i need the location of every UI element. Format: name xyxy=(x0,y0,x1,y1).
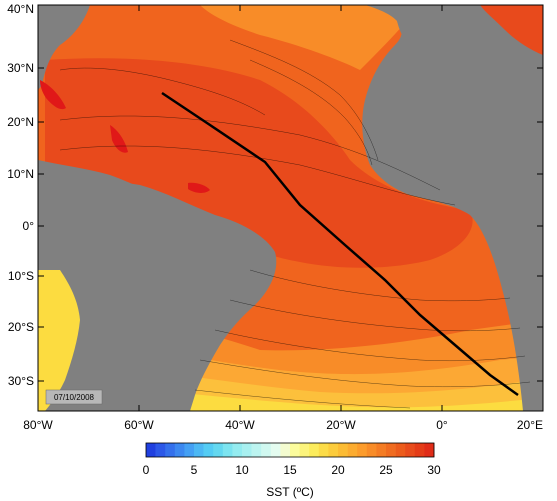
colorbar-swatch xyxy=(290,443,300,457)
lon-tick-label: 20°E xyxy=(517,418,543,432)
date-badge xyxy=(45,389,103,405)
colorbar-swatch xyxy=(194,443,204,457)
colorbar-label: 20 xyxy=(331,463,345,477)
lon-tick-label: 80°W xyxy=(23,418,53,432)
colorbar-swatch xyxy=(222,443,233,457)
colorbar-frame xyxy=(145,442,435,458)
colorbar-label: 10 xyxy=(235,463,249,477)
ocean-band-north-24 xyxy=(200,5,420,70)
ocean-mediterranean xyxy=(480,5,543,55)
colorbar-swatch xyxy=(338,443,348,457)
colorbar-swatch xyxy=(376,443,387,457)
lat-tick-label: 20°S xyxy=(8,320,34,334)
lat-tick-label: 40°N xyxy=(7,2,34,16)
colorbar-swatch xyxy=(184,443,195,457)
sst-colorbar xyxy=(146,443,435,457)
colorbar-swatch xyxy=(318,443,329,457)
hot-spot-guiana xyxy=(188,182,210,193)
land-africa xyxy=(362,5,543,411)
land-south-america xyxy=(38,175,277,411)
colorbar-label: 0 xyxy=(143,463,150,477)
colorbar-label: 15 xyxy=(283,463,297,477)
colorbar-label: 30 xyxy=(427,463,441,477)
colorbar-swatch xyxy=(386,443,396,457)
colorbar-title: SST (ºC) xyxy=(266,485,314,499)
colorbar-swatch xyxy=(357,443,368,457)
ocean-cool-sw xyxy=(38,270,80,411)
lon-tick-label: 40°W xyxy=(225,418,255,432)
colorbar-swatch xyxy=(366,443,377,457)
colorbar-swatch xyxy=(251,443,262,457)
lat-tick-label: 0° xyxy=(23,219,35,233)
colorbar-swatch xyxy=(213,443,224,457)
colorbar-swatch xyxy=(328,443,339,457)
colorbar-swatch xyxy=(155,443,166,457)
colorbar-label: 25 xyxy=(379,463,393,477)
lat-tick-label: 10°N xyxy=(7,167,34,181)
lon-tick-label: 60°W xyxy=(124,418,154,432)
colorbar-swatch xyxy=(146,443,156,457)
colorbar-swatch xyxy=(174,443,185,457)
colorbar-swatch xyxy=(280,443,291,457)
colorbar-label: 5 xyxy=(191,463,198,477)
map-area xyxy=(38,5,543,411)
date-label: 07/10/2008 xyxy=(54,393,95,402)
colorbar-swatch xyxy=(405,443,416,457)
colorbar-swatch xyxy=(203,443,214,457)
sst-contour-lines xyxy=(59,39,531,409)
lon-tick-label: 0° xyxy=(436,418,448,432)
colorbar-swatch xyxy=(232,443,243,457)
colorbar-swatch xyxy=(242,443,252,457)
axis-ticks xyxy=(37,4,544,411)
lat-tick-label: 10°S xyxy=(8,269,34,283)
map-frame xyxy=(37,4,544,412)
colorbar-tick-labels: 0 5 10 15 20 25 30 xyxy=(143,463,441,477)
colorbar-swatch xyxy=(395,443,406,457)
colorbar-swatch xyxy=(270,443,281,457)
colorbar-swatch xyxy=(165,443,176,457)
colorbar-swatch xyxy=(424,443,435,457)
cruise-track-line xyxy=(161,91,519,397)
colorbar-swatch xyxy=(309,443,320,457)
colorbar-swatch xyxy=(299,443,310,457)
lon-tick-label: 20°W xyxy=(326,418,356,432)
colorbar-swatch xyxy=(414,443,425,457)
lat-tick-label: 30°S xyxy=(8,374,34,388)
ocean-hot-tongue xyxy=(45,58,473,268)
colorbar-swatch xyxy=(347,443,358,457)
land-north-america xyxy=(38,5,90,90)
lat-tick-label: 30°N xyxy=(7,61,34,75)
lat-tick-label: 20°N xyxy=(7,115,34,129)
land-europe xyxy=(395,5,480,40)
hot-spot-caribbean xyxy=(40,80,66,110)
colorbar-swatch xyxy=(261,443,272,457)
